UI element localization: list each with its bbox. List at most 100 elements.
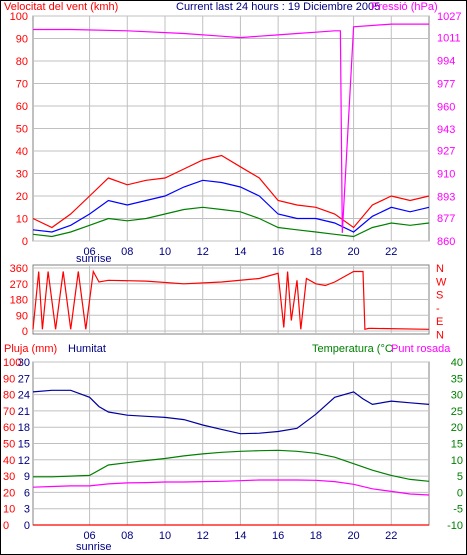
series-direction (32, 269, 430, 331)
pressure-y-tick: 877 (437, 213, 455, 225)
direction-y-tick: 360 (10, 263, 28, 275)
direction-y-tick: 180 (10, 295, 28, 307)
climate-series (32, 389, 430, 526)
wind-series (32, 23, 430, 238)
wind-y-tick: 30 (16, 169, 28, 181)
temperature-y-tick: 10 (451, 455, 463, 467)
x-tick: 12 (197, 530, 209, 542)
humidity-y-tick: 15 (18, 439, 30, 451)
x-tick: 16 (272, 246, 284, 258)
x-tick: 14 (234, 246, 246, 258)
wind-y-tick: 80 (16, 56, 28, 68)
sunrise-label-bottom: sunrise (76, 541, 111, 553)
temperature-y-tick: 15 (451, 439, 463, 451)
current-date-label: Current last 24 hours : 19 Diciembre 200… (176, 1, 380, 13)
humidity-y-tick: 21 (18, 406, 30, 418)
rain-y-tick: 0 (3, 520, 9, 532)
wind-x-axis-labels: 06 08 10 12 14 16 18 20 22 (83, 246, 397, 258)
rain-y-tick: 80 (3, 390, 15, 402)
pressure-y-tick: 994 (437, 55, 455, 67)
x-tick: 18 (310, 530, 322, 542)
rain-y-tick: 50 (3, 439, 15, 451)
series-pressure (33, 23, 429, 233)
rain-label: Pluja (mm) (4, 343, 57, 355)
humidity-y-tick: 9 (24, 471, 30, 483)
humidity-y-tick: 12 (18, 455, 30, 467)
temperature-y-tick: 40 (451, 357, 463, 369)
temperature-y-tick: 20 (451, 422, 463, 434)
temperature-y-tick: -10 (447, 520, 463, 532)
humidity-y-tick: 30 (18, 357, 30, 369)
pressure-y-tick: 943 (437, 124, 455, 136)
pressure-y-tick: 1027 (437, 11, 461, 23)
sunrise-label-top: sunrise (76, 253, 111, 265)
direction-letter: S (436, 290, 443, 302)
x-tick: 22 (385, 246, 397, 258)
temperature-y-tick: 0 (457, 487, 463, 499)
direction-y-tick: 90 (16, 310, 28, 322)
wind-y-tick: 100 (10, 11, 28, 23)
climate-x-axis-labels: 06 08 10 12 14 16 18 20 22 (83, 530, 397, 542)
wind-y-tick: 10 (16, 214, 28, 226)
temperature-y-tick: -5 (453, 504, 463, 516)
temperature-y-tick: 5 (457, 471, 463, 483)
series-minimum (32, 206, 430, 238)
wind-y-axis-labels: 0 10 20 30 40 50 60 70 80 90 100 (10, 11, 28, 248)
temperature-y-tick: 35 (451, 373, 463, 385)
pressure-y-tick: 893 (437, 192, 455, 204)
wind-grid (33, 15, 429, 242)
x-tick: 06 (83, 530, 95, 542)
x-tick: 16 (272, 530, 284, 542)
x-tick: 12 (197, 246, 209, 258)
rain-y-axis-labels: 0 10 20 30 40 50 60 70 80 90 100 (3, 357, 21, 532)
direction-letter-labels: NWS-EN (436, 263, 447, 342)
rain-y-tick: 60 (3, 422, 15, 434)
x-tick: 10 (159, 246, 171, 258)
series-humidity (32, 389, 430, 435)
humidity-y-tick: 24 (18, 390, 30, 402)
humidity-y-axis-labels: 0 3 6 9 12 15 18 21 24 27 30 (18, 357, 30, 532)
rain-y-tick: 20 (3, 487, 15, 499)
series-dewpoint (32, 479, 430, 496)
pressure-title: Pressió (hPa) (371, 1, 438, 13)
pressure-y-tick: 910 (437, 169, 455, 181)
direction-y-tick: 270 (10, 279, 28, 291)
temperature-y-axis-labels: -10 -5 0 5 10 15 20 25 30 35 40 (447, 357, 463, 532)
direction-y-axis-labels: 0 90 180 270 360 (10, 263, 28, 338)
pressure-y-tick: 977 (437, 78, 455, 90)
humidity-y-tick: 6 (24, 487, 30, 499)
direction-letter: W (436, 276, 447, 288)
rain-y-tick: 40 (3, 455, 15, 467)
rain-y-tick: 10 (3, 504, 15, 516)
x-tick: 10 (159, 530, 171, 542)
x-tick: 08 (121, 246, 133, 258)
wind-speed-title: Velocitat del vent (kmh) (4, 1, 118, 13)
humidity-y-tick: 3 (24, 504, 30, 516)
humidity-y-tick: 0 (24, 520, 30, 532)
x-tick: 18 (310, 246, 322, 258)
pressure-y-tick: 1011 (437, 33, 461, 45)
series-temperature (33, 449, 430, 482)
series-gust (32, 154, 430, 229)
wind-y-tick: 60 (16, 101, 28, 113)
rain-y-tick: 90 (3, 373, 15, 385)
temperature-y-tick: 30 (451, 390, 463, 402)
wind-y-tick: 40 (16, 146, 28, 158)
dewpoint-label: Punt rosada (391, 343, 451, 355)
pressure-y-tick: 927 (437, 146, 455, 158)
temperature-label: Temperatura (°C (312, 343, 393, 355)
x-tick: 08 (121, 530, 133, 542)
direction-letter: N (436, 330, 444, 342)
wind-y-tick: 90 (16, 34, 28, 46)
pressure-y-axis-labels: 860 877 893 910 927 943 960 977 994 1011 1027 (437, 11, 461, 248)
x-tick: 20 (347, 246, 359, 258)
x-tick: 22 (385, 530, 397, 542)
pressure-y-tick: 960 (437, 101, 455, 113)
climate-grid (33, 361, 429, 526)
direction-series (32, 269, 430, 331)
humidity-y-tick: 18 (18, 422, 30, 434)
series-average (32, 179, 430, 233)
x-tick: 14 (234, 530, 246, 542)
temperature-y-tick: 25 (451, 406, 463, 418)
